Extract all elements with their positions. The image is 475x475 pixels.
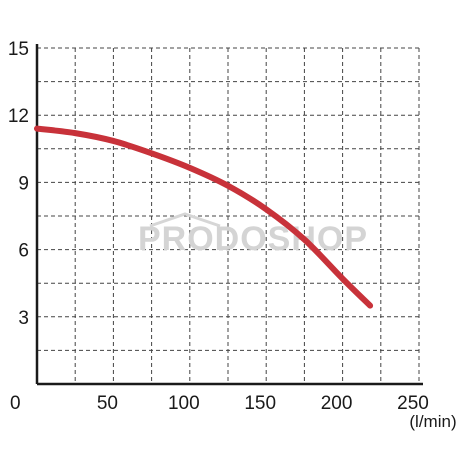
x-tick-label: 50 bbox=[97, 393, 118, 414]
y-tick-label: 3 bbox=[18, 308, 29, 329]
y-tick-label: 6 bbox=[18, 241, 29, 262]
watermark-roof bbox=[149, 212, 221, 228]
performance-curve bbox=[34, 125, 374, 309]
y-tick-label: 12 bbox=[8, 106, 29, 127]
y-tick-label: 9 bbox=[18, 173, 29, 194]
origin-label: 0 bbox=[10, 393, 21, 414]
watermark: PRODOSHOP bbox=[138, 212, 368, 258]
x-tick-label: 100 bbox=[168, 393, 200, 414]
series-layer bbox=[34, 125, 374, 309]
x-tick-label: 250 bbox=[397, 393, 429, 414]
axes bbox=[35, 44, 423, 386]
x-axis-unit-label: (l/min) bbox=[409, 412, 456, 431]
watermark-text: PRODOSHOP bbox=[138, 220, 368, 258]
x-tick-label: 200 bbox=[321, 393, 353, 414]
x-tick-label: 150 bbox=[244, 393, 276, 414]
grid bbox=[37, 47, 420, 384]
tick-labels: 0 3 6 9 12 15 50 100 150 200 250 bbox=[8, 39, 429, 414]
y-tick-label: 15 bbox=[8, 39, 29, 60]
